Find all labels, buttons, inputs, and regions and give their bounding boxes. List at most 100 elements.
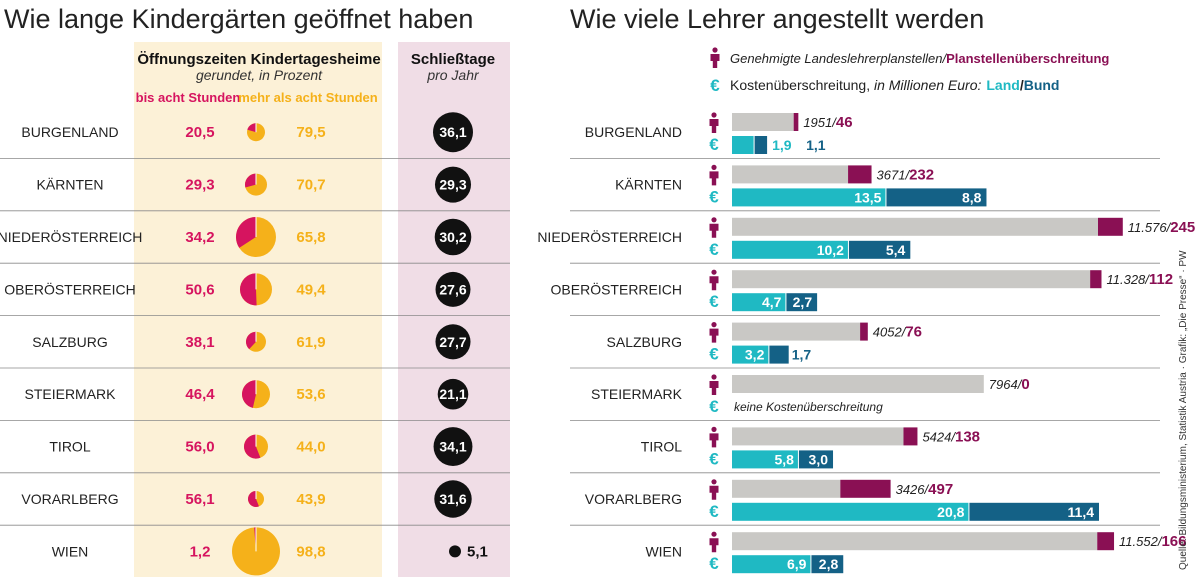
cost-bund-value: 2,7 bbox=[793, 294, 813, 310]
cost-bar-land bbox=[732, 293, 786, 312]
euro-icon: € bbox=[709, 502, 719, 521]
posts-label: 11.552/166 bbox=[1119, 533, 1186, 550]
cost-land-value: 20,8 bbox=[937, 504, 964, 520]
cost-land-value: 13,5 bbox=[854, 189, 881, 205]
short-hours-value: 34,2 bbox=[185, 229, 214, 246]
posts-bar bbox=[732, 270, 1091, 289]
cost-bar-land bbox=[732, 240, 848, 259]
excess-value: 0 bbox=[1021, 376, 1029, 393]
cost-land-value: 10,2 bbox=[817, 242, 844, 258]
excess-bar bbox=[848, 165, 872, 184]
cost-bar-bund bbox=[969, 502, 1099, 521]
excess-value: 46 bbox=[836, 114, 853, 131]
posts-bar bbox=[732, 165, 849, 184]
cost-land-value: 1,9 bbox=[772, 137, 792, 153]
excess-value: 497 bbox=[928, 481, 953, 498]
posts-value: 3426 bbox=[896, 482, 926, 497]
posts-label: 11.328/112 bbox=[1106, 271, 1173, 288]
closing-days-dot bbox=[449, 545, 461, 558]
legend-line2: Kostenüberschreitung, in Millionen Euro:… bbox=[730, 77, 1059, 93]
excess-value: 245 bbox=[1170, 219, 1195, 236]
closing-days-dot bbox=[434, 218, 472, 256]
closing-days-dot bbox=[433, 112, 473, 153]
pie-slice-short bbox=[240, 273, 257, 306]
long-hours-value: 79,5 bbox=[296, 124, 325, 141]
closing-days-value: 31,6 bbox=[439, 491, 466, 507]
excess-value: 232 bbox=[909, 166, 934, 183]
person-icon bbox=[709, 531, 719, 553]
excess-value: 76 bbox=[905, 324, 922, 341]
posts-label: 7964/0 bbox=[989, 376, 1030, 393]
posts-bar bbox=[732, 217, 1098, 236]
state-label: STEIERMARK bbox=[24, 386, 116, 402]
state-label: KÄRNTEN bbox=[615, 177, 682, 193]
euro-icon: € bbox=[709, 554, 719, 573]
cost-bund-value: 1,1 bbox=[806, 137, 826, 153]
pie-slice-short bbox=[244, 434, 261, 459]
excess-bar bbox=[1090, 270, 1102, 289]
closing-days-dot bbox=[435, 324, 471, 360]
legend-person-icon bbox=[710, 47, 720, 68]
closing-days-dot bbox=[434, 166, 472, 203]
pie-slice-short bbox=[245, 331, 256, 350]
person-icon bbox=[709, 479, 719, 500]
short-hours-value: 1,2 bbox=[190, 543, 211, 560]
person-icon bbox=[709, 217, 719, 238]
cost-bar-bund bbox=[811, 555, 844, 574]
closing-days-value: 21,1 bbox=[439, 386, 466, 402]
cost-bund-value: 5,4 bbox=[886, 242, 906, 258]
cost-bar-land bbox=[732, 502, 969, 521]
pie-slice-short bbox=[236, 217, 256, 248]
pie-slice-short bbox=[248, 491, 259, 507]
state-label: TIROL bbox=[49, 439, 90, 455]
kindergarten-rows: BURGENLAND 20,5 79,5 36,1 KÄRNTEN 29,3 70,7 29,… bbox=[0, 112, 510, 576]
opening-hours-title: Öffnungszeiten Kindertagesheime bbox=[137, 51, 380, 68]
excess-bar bbox=[840, 479, 891, 498]
state-label: SALZBURG bbox=[32, 334, 107, 350]
closing-days-dot bbox=[437, 378, 469, 410]
cost-bar-land bbox=[732, 345, 769, 364]
closing-days-dot bbox=[435, 271, 471, 307]
long-hours-value: 53,6 bbox=[296, 386, 325, 403]
legend-short-hours: bis acht Stunden bbox=[136, 90, 241, 105]
long-hours-value: 61,9 bbox=[296, 334, 325, 351]
person-icon bbox=[709, 112, 719, 133]
long-hours-value: 43,9 bbox=[296, 491, 325, 508]
short-hours-value: 38,1 bbox=[185, 334, 214, 351]
cost-land-value: 4,7 bbox=[762, 294, 782, 310]
excess-bar bbox=[1098, 217, 1123, 236]
pie-slice-short bbox=[244, 173, 256, 188]
excess-bar bbox=[793, 113, 799, 131]
closing-days-dot bbox=[434, 480, 472, 518]
person-icon bbox=[709, 426, 719, 448]
long-hours-value: 44,0 bbox=[296, 439, 325, 456]
posts-value: 7964 bbox=[989, 377, 1018, 392]
euro-icon: € bbox=[709, 345, 719, 364]
euro-icon: € bbox=[709, 187, 719, 206]
cost-bund-value: 2,8 bbox=[819, 556, 839, 572]
excess-value: 112 bbox=[1149, 271, 1173, 288]
cost-bar-bund bbox=[754, 136, 768, 154]
posts-bar bbox=[732, 322, 861, 341]
teacher-rows: BURGENLAND 1951/46 € 1,9 1,1 KÄRNTEN 3671/232 €… bbox=[537, 112, 1195, 574]
posts-value: 11.328 bbox=[1106, 272, 1146, 287]
cost-land-value: 6,9 bbox=[787, 556, 807, 572]
posts-value: 3671 bbox=[877, 167, 906, 182]
state-label: VORARLBERG bbox=[585, 491, 682, 507]
closing-days-value: 36,1 bbox=[439, 124, 466, 140]
cost-bar-land bbox=[732, 555, 811, 574]
excess-bar bbox=[1097, 532, 1115, 551]
posts-value: 11.576 bbox=[1128, 220, 1168, 235]
short-hours-value: 50,6 bbox=[185, 281, 214, 298]
cost-bar-bund bbox=[848, 240, 911, 259]
source-note: Quelle: Bildungsministerium, Statistik A… bbox=[1178, 250, 1189, 570]
euro-icon: € bbox=[709, 397, 719, 416]
long-hours-value: 49,4 bbox=[296, 281, 326, 298]
state-label: VORARLBERG bbox=[21, 491, 118, 507]
state-label: SALZBURG bbox=[607, 334, 682, 350]
closing-days-value: 5,1 bbox=[467, 543, 488, 560]
posts-label: 11.576/245 bbox=[1128, 219, 1195, 236]
posts-value: 4052 bbox=[873, 325, 903, 340]
left-title: Wie lange Kindergärten geöffnet haben bbox=[4, 4, 473, 34]
